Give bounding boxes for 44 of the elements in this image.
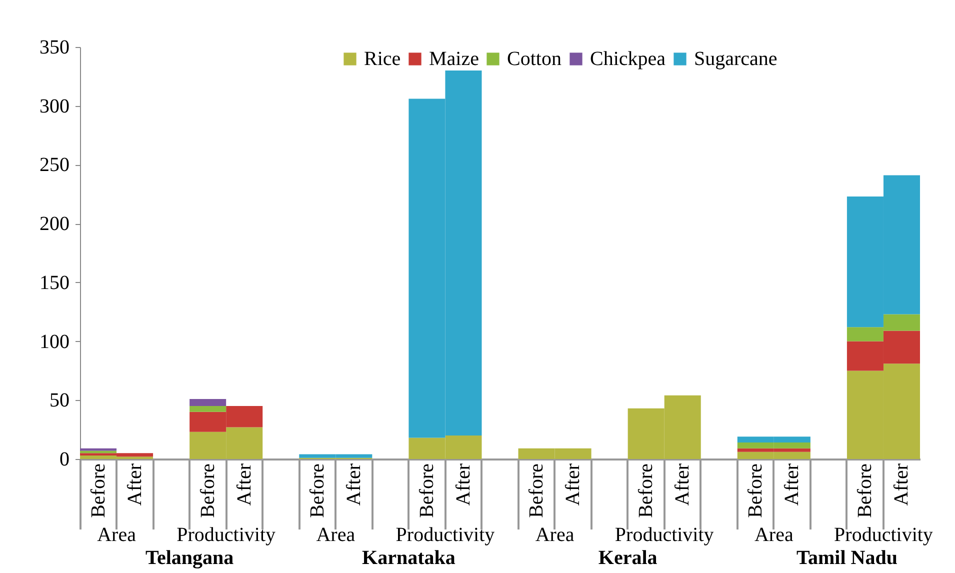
x-tick-label: Before [854, 463, 876, 518]
y-tick-label: 300 [40, 95, 70, 118]
x-tick-label: After [452, 463, 474, 506]
x-tick-label: After [342, 463, 365, 506]
text: Productivity [176, 524, 276, 546]
x-tick-label: After [233, 463, 256, 506]
text: Telangana [145, 547, 234, 569]
text: Productivity [614, 524, 714, 546]
text: Area [535, 524, 574, 546]
x-tick-label: After [890, 463, 913, 506]
legend-label: Cotton [507, 48, 562, 70]
bar [190, 398, 226, 406]
x-tick-label: After [781, 463, 804, 506]
legend-label: Sugarcane [694, 48, 778, 70]
legend-label: Chickpea [590, 48, 666, 70]
x-tick-label: Before [635, 463, 658, 518]
legend-label: Rice [364, 48, 401, 70]
x-tick-label: Before [196, 463, 219, 518]
x-tick-label: After [124, 463, 146, 506]
y-tick-label: 200 [40, 213, 70, 236]
text: Area [97, 524, 136, 546]
x-tick-label: Before [416, 463, 438, 518]
x-tick-label: Before [87, 463, 110, 518]
x-tick-label: Before [744, 463, 767, 518]
text: Productivity [396, 524, 495, 546]
bar [190, 406, 226, 412]
y-tick-label: 350 [40, 36, 70, 58]
y-tick-label: 150 [40, 272, 70, 294]
y-tick-label: 50 [50, 390, 70, 412]
text: Area [316, 524, 356, 546]
text: Productivity [834, 524, 933, 546]
text: Area [754, 524, 794, 546]
x-tick-label: After [672, 463, 694, 506]
text: Karnataka [362, 547, 456, 569]
x-tick-label: Before [526, 463, 548, 518]
text: Kerala [598, 547, 658, 569]
y-tick-label: 250 [40, 154, 70, 176]
legend-label: Maize [429, 48, 480, 70]
text: Tamil Nadu [796, 547, 898, 569]
bar [80, 448, 117, 451]
x-tick-label: Before [306, 463, 328, 518]
y-tick-label: 100 [40, 330, 70, 353]
y-tick-label: 0 [60, 448, 70, 470]
x-tick-label: After [562, 463, 584, 506]
